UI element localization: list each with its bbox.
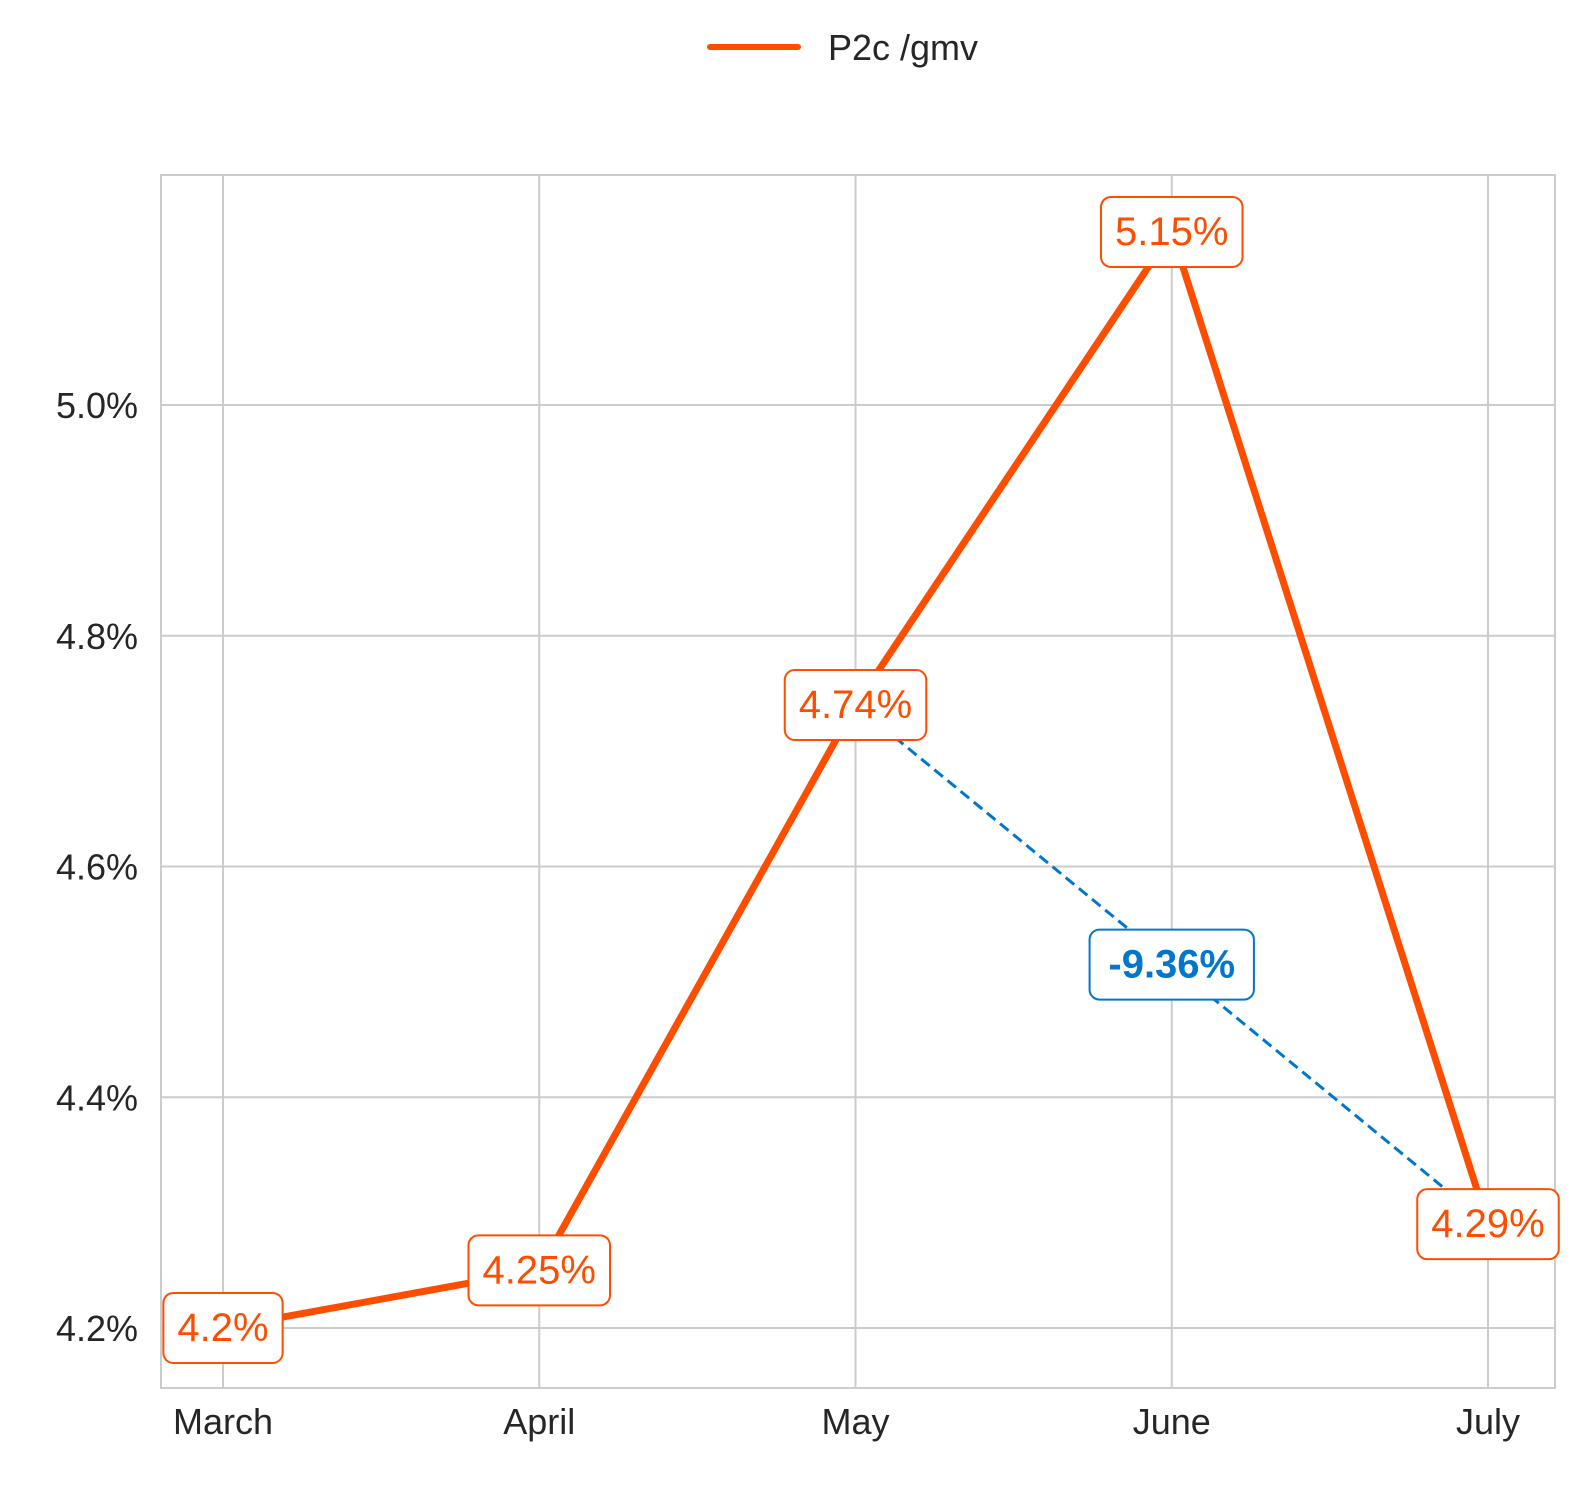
change-label-group: -9.36% xyxy=(1088,928,1255,1001)
change-label: -9.36% xyxy=(1108,943,1235,987)
x-tick-label: July xyxy=(1456,1401,1520,1442)
data-labels: 4.2% 4.25% 4.74% 5.15% 4.29% xyxy=(162,195,1560,1364)
data-label-april: 4.25% xyxy=(467,1234,612,1307)
data-label-july: 4.29% xyxy=(1416,1188,1560,1261)
legend-label: P2c /gmv xyxy=(828,27,978,68)
data-label-may: 4.74% xyxy=(783,668,928,741)
y-tick-label: 4.4% xyxy=(56,1077,138,1118)
y-tick-label: 4.2% xyxy=(56,1308,138,1349)
data-label-text: 5.15% xyxy=(1115,210,1228,254)
x-tick-label: April xyxy=(503,1401,575,1442)
y-tick-label: 4.6% xyxy=(56,847,138,888)
data-label-box xyxy=(1099,195,1244,268)
data-label-text: 4.2% xyxy=(177,1306,268,1350)
grid xyxy=(161,175,1555,1388)
data-label-text: 4.74% xyxy=(799,683,912,727)
legend: P2c /gmv xyxy=(707,27,978,68)
data-label-june: 5.15% xyxy=(1099,195,1244,268)
axes: March April May June July 4.2% 4.4% 4.6% 4.8% 5.0… xyxy=(56,385,1520,1442)
y-tick-label: 5.0% xyxy=(56,385,138,426)
data-label-box xyxy=(162,1292,284,1364)
data-label-box xyxy=(1416,1188,1560,1261)
x-tick-label: March xyxy=(173,1401,273,1442)
x-tick-label: May xyxy=(821,1401,889,1442)
x-tick-label: June xyxy=(1133,1401,1211,1442)
data-label-text: 4.29% xyxy=(1431,1202,1544,1246)
data-label-box xyxy=(783,668,928,741)
data-label-box xyxy=(467,1234,612,1307)
data-label-march: 4.2% xyxy=(162,1292,284,1364)
change-label-box xyxy=(1088,928,1255,1001)
data-label-text: 4.25% xyxy=(483,1248,596,1292)
plot-frame xyxy=(160,174,1556,1389)
y-tick-label: 4.8% xyxy=(56,616,138,657)
